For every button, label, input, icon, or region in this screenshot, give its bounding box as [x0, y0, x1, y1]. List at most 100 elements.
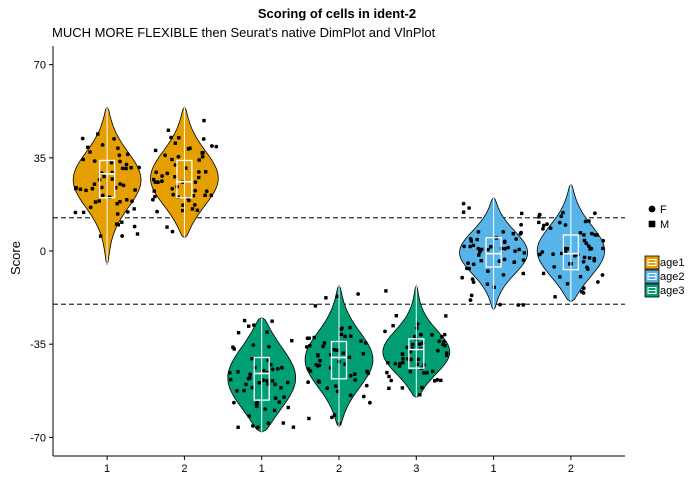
data-point-f — [467, 206, 471, 210]
data-point-f — [589, 246, 594, 251]
x-tick-label: 1 — [104, 463, 110, 475]
data-point-f — [425, 370, 429, 375]
data-point-m — [587, 219, 591, 223]
data-point-m — [565, 282, 570, 286]
data-point-f — [88, 205, 93, 210]
data-point-m — [558, 275, 562, 279]
data-point-m — [118, 200, 122, 204]
data-point-m — [133, 188, 137, 192]
x-tick-label: 2 — [568, 463, 574, 475]
data-point-f — [498, 302, 502, 307]
data-point-m — [422, 371, 426, 375]
data-point-f — [557, 220, 562, 225]
data-point-m — [582, 255, 587, 260]
data-point-f — [251, 424, 255, 428]
data-point-m — [92, 182, 97, 186]
data-point-f — [256, 425, 260, 430]
data-point-f — [501, 230, 506, 234]
data-point-m — [347, 355, 352, 359]
data-point-m — [152, 177, 156, 182]
data-point-m — [110, 177, 115, 181]
y-tick-label: -35 — [30, 339, 46, 351]
data-point-m — [578, 231, 583, 235]
data-point-m — [400, 386, 405, 390]
data-point-f — [596, 280, 600, 284]
data-point-f — [506, 245, 510, 250]
data-point-m — [486, 248, 490, 252]
data-point-f — [121, 183, 126, 188]
data-point-m — [601, 246, 605, 251]
data-point-f — [262, 368, 266, 373]
data-point-m — [265, 330, 269, 334]
data-point-m — [385, 370, 389, 375]
data-point-m — [521, 271, 525, 276]
legend-color-label: age3 — [660, 285, 684, 297]
data-point-f — [502, 257, 507, 262]
data-point-f — [470, 277, 475, 282]
data-point-m — [387, 386, 391, 390]
data-point-m — [578, 275, 583, 279]
data-point-f — [503, 246, 507, 251]
data-point-f — [151, 197, 155, 202]
data-point-f — [325, 386, 329, 391]
data-point-f — [541, 226, 545, 231]
data-point-m — [400, 352, 405, 356]
data-point-f — [192, 203, 197, 207]
data-point-m — [247, 324, 251, 328]
data-point-m — [286, 380, 290, 385]
data-point-f — [163, 153, 168, 158]
data-point-f — [130, 199, 134, 204]
data-point-f — [275, 366, 280, 371]
data-point-f — [548, 226, 553, 231]
data-point-m — [480, 247, 484, 252]
data-point-f — [460, 275, 465, 280]
data-point-f — [100, 143, 105, 147]
data-point-m — [96, 132, 100, 136]
data-point-f — [160, 174, 165, 178]
data-point-f — [137, 165, 142, 170]
data-point-m — [169, 135, 173, 140]
data-point-m — [479, 259, 483, 263]
data-point-f — [513, 249, 517, 254]
data-point-m — [522, 251, 526, 255]
data-point-f — [541, 223, 546, 228]
data-point-f — [592, 258, 597, 263]
data-point-m — [537, 215, 541, 219]
data-point-m — [269, 363, 273, 367]
data-point-m — [281, 421, 285, 425]
data-point-f — [335, 294, 340, 299]
data-point-m — [244, 382, 248, 387]
data-point-m — [255, 401, 259, 405]
data-point-f — [263, 407, 268, 411]
data-point-m — [348, 325, 352, 330]
data-point-m — [250, 357, 254, 361]
boxplot-box — [176, 159, 193, 199]
data-point-f — [442, 332, 447, 337]
data-point-m — [270, 319, 274, 323]
data-point-f — [125, 210, 130, 214]
data-point-m — [595, 233, 599, 237]
data-point-m — [365, 369, 369, 374]
data-point-m — [332, 413, 337, 417]
data-point-m — [343, 362, 347, 366]
data-point-f — [251, 343, 256, 347]
data-point-m — [461, 210, 466, 214]
data-point-m — [236, 425, 240, 429]
data-point-f — [165, 171, 170, 176]
data-point-m — [102, 174, 106, 179]
data-point-f — [125, 152, 130, 157]
data-point-m — [88, 150, 92, 154]
data-point-m — [339, 332, 343, 337]
data-point-m — [290, 339, 294, 343]
data-point-f — [316, 379, 321, 384]
data-point-m — [229, 377, 233, 382]
data-point-f — [317, 363, 322, 368]
data-point-m — [587, 256, 592, 260]
data-point-m — [272, 408, 277, 413]
data-point-f — [468, 244, 473, 249]
data-point-f — [73, 210, 78, 215]
data-point-m — [401, 357, 405, 361]
data-point-f — [393, 361, 398, 366]
legend-color-label: age1 — [660, 257, 684, 269]
data-point-f — [467, 266, 472, 271]
